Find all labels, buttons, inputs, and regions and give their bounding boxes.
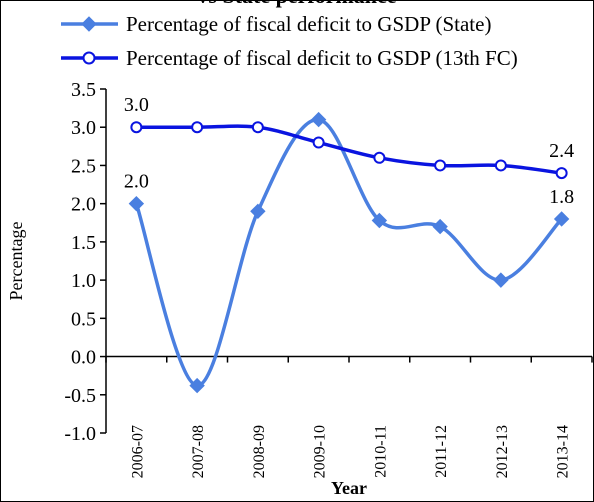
x-axis-title: Year <box>331 478 367 498</box>
data-point-state <box>371 212 388 229</box>
data-point-13th-fc <box>251 121 264 134</box>
data-point-state <box>250 203 266 220</box>
data-point-state <box>493 272 509 288</box>
y-tick-label: 1.0 <box>71 270 96 292</box>
x-tick-label: 2009-10 <box>312 425 329 478</box>
y-tick-label: 2.5 <box>71 155 96 177</box>
y-tick-label: -0.5 <box>64 385 96 407</box>
y-tick-label: 2.0 <box>71 194 96 216</box>
x-tick-label: 2006-07 <box>129 425 146 478</box>
data-point-13th-fc <box>434 159 447 172</box>
data-point-13th-fc <box>312 136 325 149</box>
legend-marker-circle <box>82 51 96 65</box>
data-point-13th-fc <box>191 121 204 134</box>
x-tick-label: 2008-09 <box>251 425 268 478</box>
data-point-state <box>128 195 145 212</box>
data-label: 2.0 <box>124 171 149 193</box>
legend-marker-diamond <box>81 16 97 32</box>
x-tick-label: 2010-11 <box>372 425 389 478</box>
data-label: 3.0 <box>124 94 149 116</box>
y-tick-label: -1.0 <box>64 423 96 445</box>
x-tick-label: 2012-13 <box>494 425 511 478</box>
x-tick-label: 2013-14 <box>555 425 572 478</box>
x-tick-label: 2011-12 <box>433 425 450 478</box>
y-tick-label: 0.0 <box>71 347 96 369</box>
chart-title: vs State performance <box>197 0 396 8</box>
legend-entry-1: Percentage of fiscal deficit to GSDP (13… <box>126 46 518 70</box>
legend-entry-0: Percentage of fiscal deficit to GSDP (St… <box>126 12 491 36</box>
data-point-13th-fc <box>130 121 143 134</box>
y-tick-label: 1.5 <box>71 232 96 254</box>
data-label: 1.8 <box>549 186 574 208</box>
data-point-13th-fc <box>494 159 507 172</box>
y-axis-title: Percentage <box>6 222 26 301</box>
data-point-13th-fc <box>555 167 568 180</box>
data-point-state <box>553 211 570 227</box>
data-point-state <box>189 377 205 394</box>
data-label: 2.4 <box>549 140 574 162</box>
data-point-state <box>432 218 448 235</box>
data-point-state <box>310 111 327 128</box>
x-tick-label: 2007-08 <box>190 425 207 478</box>
y-tick-label: 0.5 <box>71 308 96 330</box>
y-tick-label: 3.5 <box>71 79 96 101</box>
data-point-13th-fc <box>373 151 386 164</box>
y-tick-label: 3.0 <box>71 117 96 139</box>
